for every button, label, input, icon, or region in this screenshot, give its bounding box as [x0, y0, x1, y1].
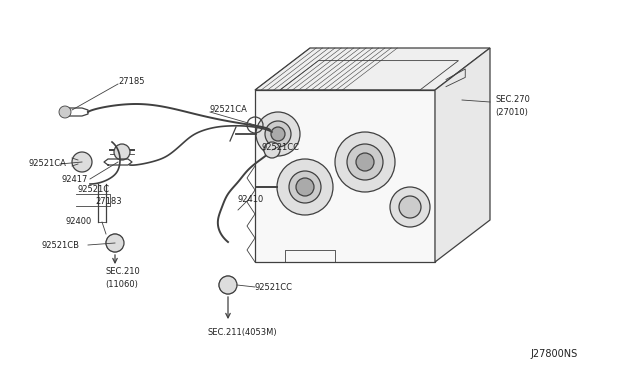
Circle shape: [399, 196, 421, 218]
Circle shape: [114, 144, 130, 160]
Circle shape: [289, 171, 321, 203]
Text: J27800NS: J27800NS: [530, 349, 577, 359]
Polygon shape: [435, 48, 490, 262]
Circle shape: [72, 152, 92, 172]
Text: 92521CB: 92521CB: [42, 241, 80, 250]
Text: 92410: 92410: [238, 196, 264, 205]
Circle shape: [264, 142, 280, 158]
Text: 92521CA: 92521CA: [28, 160, 66, 169]
Text: 92521CA: 92521CA: [210, 106, 248, 115]
Text: SEC.211(4053M): SEC.211(4053M): [208, 327, 278, 337]
Circle shape: [296, 178, 314, 196]
Text: 92521CC: 92521CC: [255, 282, 293, 292]
Circle shape: [356, 153, 374, 171]
Text: (27010): (27010): [495, 108, 528, 116]
Text: SEC.270: SEC.270: [495, 96, 530, 105]
Text: 92417: 92417: [62, 174, 88, 183]
Circle shape: [59, 106, 71, 118]
Circle shape: [347, 144, 383, 180]
Circle shape: [219, 276, 237, 294]
Circle shape: [265, 121, 291, 147]
Text: 27183: 27183: [95, 198, 122, 206]
Circle shape: [335, 132, 395, 192]
Polygon shape: [255, 48, 490, 90]
Text: 27185: 27185: [118, 77, 145, 87]
Text: SEC.210: SEC.210: [105, 267, 140, 276]
Text: 92521CC: 92521CC: [262, 142, 300, 151]
Circle shape: [277, 159, 333, 215]
Circle shape: [271, 127, 285, 141]
Text: (11060): (11060): [105, 279, 138, 289]
Circle shape: [106, 234, 124, 252]
Text: 92521C: 92521C: [78, 186, 110, 195]
Text: 92400: 92400: [65, 218, 92, 227]
Circle shape: [390, 187, 430, 227]
Circle shape: [256, 112, 300, 156]
Polygon shape: [255, 90, 435, 262]
